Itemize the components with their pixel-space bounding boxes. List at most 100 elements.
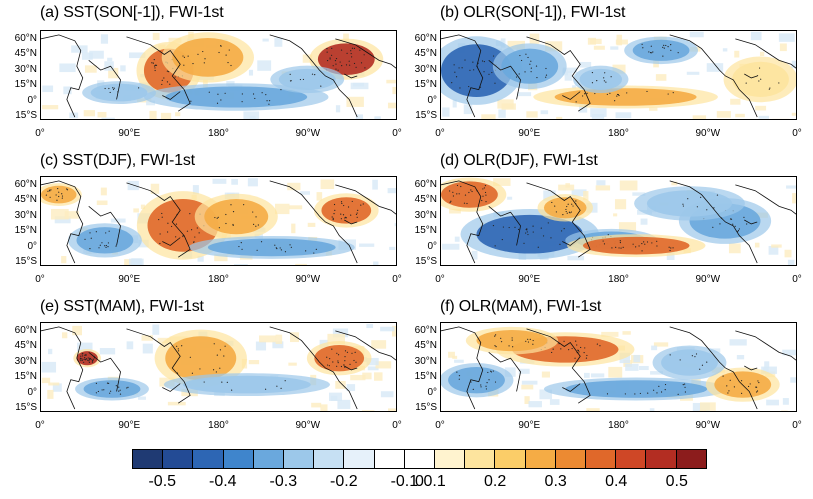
significance-dot	[743, 216, 745, 218]
speckle	[666, 251, 675, 260]
significance-dot	[183, 64, 185, 66]
significance-dot	[604, 72, 606, 74]
significance-dot	[47, 190, 49, 192]
speckle	[374, 116, 381, 119]
speckle	[392, 86, 396, 95]
significance-dot	[225, 54, 227, 56]
significance-dot	[347, 206, 350, 208]
significance-dot	[215, 371, 217, 373]
speckle	[471, 250, 478, 260]
significance-dot	[57, 188, 59, 190]
significance-dot	[571, 203, 573, 205]
significance-dot	[105, 232, 107, 234]
positive-anomaly	[554, 88, 697, 106]
significance-dot	[90, 237, 92, 239]
significance-dot	[101, 389, 103, 391]
coastline	[344, 365, 358, 371]
significance-dot	[326, 364, 329, 366]
significance-dot	[643, 241, 645, 243]
significance-dot	[682, 205, 684, 207]
speckle	[590, 373, 605, 378]
positive-anomaly	[441, 181, 498, 208]
significance-dot	[335, 57, 338, 60]
significance-dot	[260, 241, 263, 243]
significance-dot	[733, 386, 735, 388]
significance-dot	[635, 246, 637, 248]
speckle	[335, 380, 346, 389]
latitude-tick-label: 60°N	[14, 179, 37, 190]
significance-dot	[483, 61, 485, 63]
significance-dot	[684, 386, 686, 388]
speckle	[337, 399, 351, 409]
colorbar-label: 0.3	[544, 473, 567, 490]
speckle	[160, 112, 172, 119]
significance-dot	[192, 62, 194, 65]
significance-dot	[88, 358, 91, 360]
coastline	[335, 184, 396, 215]
significance-dot	[519, 54, 521, 57]
speckle	[372, 179, 378, 190]
latitude-tick-label: 60°N	[14, 33, 37, 44]
significance-dot	[194, 236, 196, 238]
coastline	[269, 326, 358, 410]
significance-dot	[545, 74, 548, 76]
significance-dot	[586, 354, 588, 357]
significance-dot	[223, 355, 225, 357]
significance-dot	[532, 339, 534, 342]
coastline	[562, 91, 581, 100]
significance-dot	[545, 67, 547, 70]
speckle	[99, 348, 116, 355]
negative-anomaly	[278, 68, 336, 90]
panel-title: (f) OLR(MAM), FWI-1st	[440, 298, 602, 315]
significance-dot	[220, 45, 222, 47]
longitude-tick-label: 0°	[35, 420, 45, 431]
speckle	[131, 258, 142, 265]
speckle	[61, 256, 67, 264]
significance-dot	[487, 371, 489, 374]
significance-dot	[566, 212, 568, 214]
significance-dot	[624, 393, 626, 395]
map-shading	[41, 178, 396, 265]
significance-dot	[526, 229, 528, 231]
significance-dot	[79, 358, 81, 360]
significance-dot	[353, 359, 355, 362]
significance-dot	[230, 64, 232, 67]
significance-dot	[488, 379, 490, 381]
speckle	[526, 111, 538, 118]
longitude-tick-label: 90°W	[295, 128, 321, 139]
significance-dot	[81, 353, 83, 355]
significance-dot	[570, 211, 573, 213]
significance-dot	[551, 351, 553, 354]
longitude-tick-label: 90°W	[295, 274, 321, 285]
significance-dot	[663, 47, 665, 49]
longitude-tick-label: 90°W	[695, 274, 721, 285]
significance-dot	[594, 92, 596, 95]
significance-dot	[694, 356, 696, 358]
speckle	[231, 178, 238, 185]
significance-dot	[646, 90, 648, 93]
significance-dot	[452, 195, 455, 197]
latitude-tick-label: 45°N	[414, 340, 437, 351]
significance-dot	[217, 216, 219, 218]
significance-dot	[154, 69, 156, 72]
significance-dot	[495, 334, 497, 336]
significance-dot	[667, 93, 669, 95]
significance-dot	[494, 335, 496, 337]
significance-dot	[115, 385, 117, 387]
significance-dot	[119, 389, 121, 391]
speckle	[590, 108, 607, 117]
significance-dot	[342, 214, 345, 216]
significance-dot	[154, 64, 156, 66]
anomaly-map	[440, 322, 797, 412]
significance-dot	[778, 82, 780, 84]
significance-dot	[647, 392, 649, 394]
colorbar-segment	[404, 450, 436, 468]
significance-dot	[525, 340, 527, 342]
significance-dot	[280, 89, 282, 91]
significance-dot	[232, 223, 234, 226]
colorbar-label: -0.1	[390, 473, 419, 490]
speckle	[47, 389, 54, 399]
significance-dot	[461, 67, 463, 69]
latitude-tick-label: 0°	[27, 95, 37, 106]
significance-dot	[500, 341, 503, 343]
